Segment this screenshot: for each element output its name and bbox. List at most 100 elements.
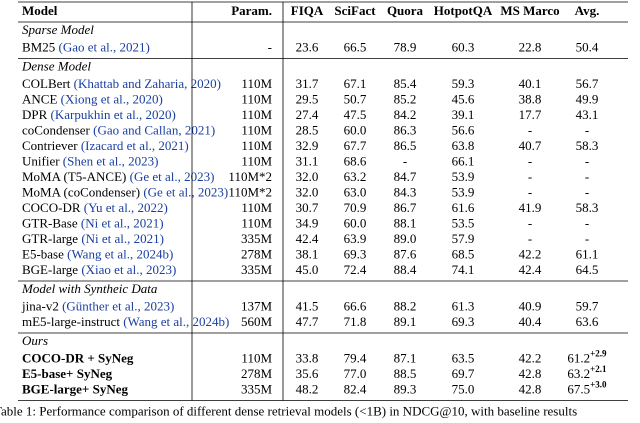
cell: 75.0 <box>452 381 475 396</box>
cell-value: 59.3 <box>452 76 475 91</box>
cell: - <box>528 184 532 199</box>
cell-value: 77.0 <box>344 366 367 381</box>
citation: (Gao and Callan, 2021) <box>93 122 215 137</box>
section-title: Model with Syntheic Data <box>21 281 158 296</box>
cell-value: 278M <box>241 366 273 381</box>
cell-value: 40.1 <box>519 76 542 91</box>
cell: 48.2 <box>296 381 319 396</box>
cell: 560M <box>241 314 273 329</box>
cell-value: 110M <box>241 350 272 365</box>
cell-value: 84.2 <box>394 107 417 122</box>
model: COCO-DR + SyNeg <box>22 350 134 365</box>
cell: - <box>528 122 532 137</box>
model-name: GTR-Base (Ni et al., 2021) <box>22 215 164 230</box>
model-name: E5-base (Wang et al., 2024b) <box>22 246 173 261</box>
header-cell: SciFact <box>334 3 376 18</box>
cell-value: 63.0 <box>344 184 367 199</box>
cell: 45.0 <box>296 262 319 277</box>
cell-value: 43.1 <box>576 107 599 122</box>
cell-value: 39.1 <box>452 107 475 122</box>
cell-value: 68.6 <box>344 153 367 168</box>
citation: (Wang et al., 2024b) <box>123 314 229 329</box>
cell: 60.0 <box>344 215 367 230</box>
citation: (Ni et al., 2021) <box>81 231 164 246</box>
cell-value: - <box>528 169 532 184</box>
cell-value: - <box>403 153 407 168</box>
model-name: DPR (Karpukhin et al., 2020) <box>22 107 176 122</box>
cell-value: 27.4 <box>296 107 319 122</box>
cell: 58.3 <box>576 200 599 215</box>
cell-value: 67.1 <box>344 76 367 91</box>
cell-value: 60.3 <box>452 39 475 54</box>
model-name: E5-base+ SyNeg <box>22 366 113 381</box>
cell-value: 61.6 <box>452 200 475 215</box>
cell-value: 66.6 <box>344 298 367 313</box>
cell: 50.4 <box>576 39 599 54</box>
cell-value: 67.7 <box>344 138 367 153</box>
cell: 61.1 <box>576 246 599 261</box>
cell-value: 79.4 <box>344 350 367 365</box>
cell-value: 69.7 <box>452 366 475 381</box>
cell: 335M <box>241 262 273 277</box>
cell: - <box>403 153 407 168</box>
header-cell: MS Marco <box>500 3 559 18</box>
citation: (Ge et al., 2023) <box>130 169 215 184</box>
cell-value: 48.2 <box>296 381 319 396</box>
citation: (Yu et al., 2022) <box>84 200 168 215</box>
cell: 335M <box>241 381 273 396</box>
model: mE5-large-instruct <box>22 314 120 329</box>
model: GTR-Base <box>22 215 78 230</box>
cell-value: 110M <box>241 107 272 122</box>
cell: 89.1 <box>394 314 417 329</box>
cell-value: 63.2 <box>567 366 590 381</box>
model: Contriever <box>22 138 78 153</box>
cell-value: 30.7 <box>296 200 319 215</box>
cell-value: 110M <box>241 153 272 168</box>
model-name: COCO-DR + SyNeg <box>22 350 134 365</box>
cell: 88.5 <box>394 366 417 381</box>
cell: 31.1 <box>296 153 319 168</box>
cell-value: 17.7 <box>519 107 542 122</box>
cell: 67.7 <box>344 138 367 153</box>
model-name: BGE-large (Xiao et al., 2023) <box>22 262 176 277</box>
cell: - <box>528 153 532 168</box>
cell: - <box>585 169 589 184</box>
cell: - <box>528 215 532 230</box>
cell-value: 45.0 <box>296 262 319 277</box>
cell: 84.2 <box>394 107 417 122</box>
model-name: COCO-DR (Yu et al., 2022) <box>22 200 168 215</box>
cell-value: 560M <box>241 314 273 329</box>
cell: 32.0 <box>296 184 319 199</box>
cell: 70.9 <box>344 200 367 215</box>
cell: 67.5+3.0 <box>567 380 607 397</box>
cell-value: 59.7 <box>576 298 599 313</box>
cell-value: 42.4 <box>296 231 319 246</box>
cell: - <box>585 184 589 199</box>
model-name: Unifier (Shen et al., 2023) <box>22 153 158 168</box>
cell: 89.3 <box>394 381 417 396</box>
cell: 68.6 <box>344 153 367 168</box>
header-cell: Quora <box>387 3 424 18</box>
citation: (Izacard et al., 2021) <box>81 138 189 153</box>
cell-value: 50.4 <box>576 39 599 54</box>
cell: 63.0 <box>344 184 367 199</box>
cell: 23.6 <box>296 39 319 54</box>
cell: 69.3 <box>344 246 367 261</box>
cell-value: 335M <box>241 231 273 246</box>
cell-value: 58.3 <box>576 200 599 215</box>
cell-value: - <box>528 122 532 137</box>
cell-value: 335M <box>241 262 273 277</box>
cell: 84.3 <box>394 184 417 199</box>
model-name: BGE-large+ SyNeg <box>22 381 128 396</box>
cell: 63.8 <box>452 138 475 153</box>
cell-value: 84.7 <box>394 169 417 184</box>
citation: (Wang et al., 2024b) <box>67 246 173 261</box>
model-name: Contriever (Izacard et al., 2021) <box>22 138 189 153</box>
model-name: coCondenser (Gao and Callan, 2021) <box>22 122 215 137</box>
cell-value: - <box>585 169 589 184</box>
cell-value: 64.5 <box>576 262 599 277</box>
cell: 77.0 <box>344 366 367 381</box>
model-name: MoMA (T5-ANCE) (Ge et al., 2023) <box>22 169 214 184</box>
